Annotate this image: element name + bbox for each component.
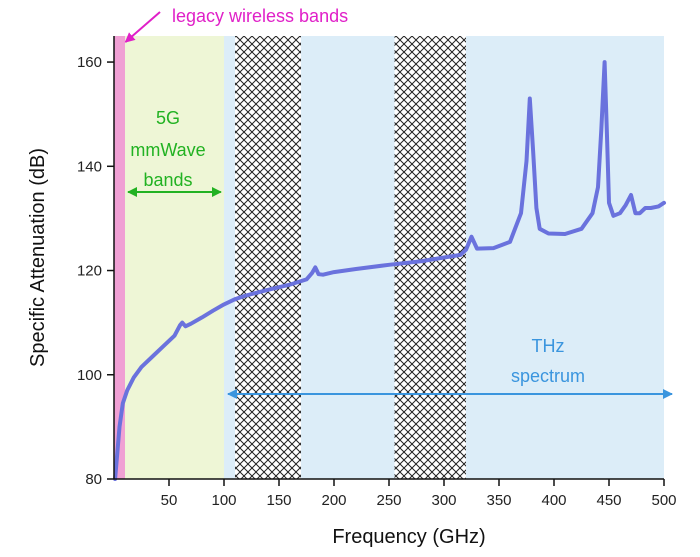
- y-tick-label-80: 80: [85, 471, 102, 488]
- legacy-arrow: [124, 11, 161, 43]
- thz-label-line-2: spectrum: [511, 366, 585, 386]
- y-tick-label-100: 100: [77, 367, 102, 384]
- annotations: legacy wireless bands 5G mmWave bands TH…: [124, 6, 673, 399]
- y-tick-label-160: 160: [77, 54, 102, 71]
- x-tick-label-350: 350: [486, 492, 511, 509]
- y-tick-label-120: 120: [77, 263, 102, 280]
- series-layer: [113, 60, 666, 481]
- band-region-1: [125, 36, 224, 479]
- attenuation-line-0: [113, 60, 666, 481]
- band-region-0: [114, 36, 125, 479]
- x-tick-label-100: 100: [211, 492, 236, 509]
- x-tick-label-500: 500: [651, 492, 676, 509]
- x-tick-label-200: 200: [321, 492, 346, 509]
- x-tick-label-50: 50: [161, 492, 178, 509]
- x-tick-label-250: 250: [376, 492, 401, 509]
- mmwave-label-line-1: 5G: [156, 108, 180, 128]
- x-tick-label-450: 450: [596, 492, 621, 509]
- x-tick-label-400: 400: [541, 492, 566, 509]
- y-tick-label-140: 140: [77, 158, 102, 175]
- y-ticks: 80 100 120 140 160: [77, 54, 114, 488]
- hatched-region-0: [235, 36, 301, 479]
- x-tick-label-150: 150: [266, 492, 291, 509]
- mmwave-label-line-3: bands: [143, 170, 192, 190]
- mmwave-label-line-2: mmWave: [130, 140, 205, 160]
- band-regions: [114, 36, 664, 479]
- legacy-bands-label: legacy wireless bands: [172, 6, 348, 26]
- x-axis-title: Frequency (GHz): [332, 526, 485, 548]
- y-axis-title: Specific Attenuation (dB): [27, 148, 49, 367]
- x-ticks: 50 100 150 200 250 300 350 400 450 500: [161, 479, 677, 509]
- thz-label-line-1: THz: [532, 336, 565, 356]
- x-tick-label-300: 300: [431, 492, 456, 509]
